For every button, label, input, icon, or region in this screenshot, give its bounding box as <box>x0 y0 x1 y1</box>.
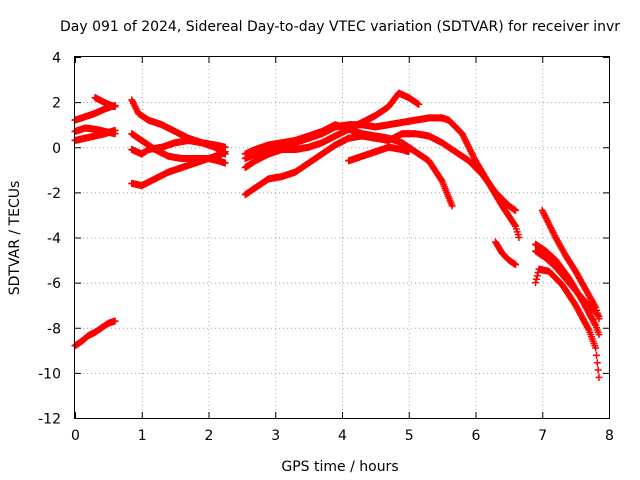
x-tick-label: 0 <box>71 428 80 444</box>
data-point <box>511 221 519 229</box>
data-point <box>111 317 119 325</box>
series-s01 <box>71 317 119 350</box>
data-point <box>592 344 600 352</box>
data-point <box>111 103 119 111</box>
data-point <box>448 202 456 210</box>
series-s18 <box>538 206 603 323</box>
data-point <box>595 312 603 320</box>
data-point <box>595 373 603 381</box>
data-point <box>594 311 602 319</box>
data-point <box>591 320 599 328</box>
series-s16 <box>532 265 603 381</box>
data-point <box>415 100 423 108</box>
y-axis-label: SDTVAR / TECUs <box>7 181 23 296</box>
data-point <box>437 176 445 184</box>
data-point <box>512 206 520 214</box>
data-point <box>533 272 541 280</box>
data-point <box>221 159 229 167</box>
series-s03 <box>91 94 119 111</box>
x-tick-label: 8 <box>605 428 614 444</box>
series-s08 <box>128 136 229 158</box>
x-tick-label: 2 <box>205 428 214 444</box>
axis-ticks <box>75 57 610 419</box>
y-tick-label: 4 <box>52 51 61 67</box>
x-tick-label: 1 <box>138 428 147 444</box>
y-tick-label: -10 <box>38 366 61 382</box>
data-points <box>71 89 603 381</box>
series-s19 <box>532 247 603 320</box>
series-s15 <box>492 238 520 269</box>
y-tick-label: -8 <box>47 321 61 337</box>
y-tick-label: -4 <box>47 231 61 247</box>
data-point <box>532 275 540 283</box>
data-point <box>595 331 603 339</box>
y-tick-label: -6 <box>47 276 61 292</box>
x-tick-label: 7 <box>538 428 547 444</box>
x-axis-label: GPS time / hours <box>281 459 398 475</box>
chart-title: Day 091 of 2024, Sidereal Day-to-day VTE… <box>60 19 620 35</box>
series-s05 <box>71 126 119 144</box>
x-tick-label: 6 <box>472 428 481 444</box>
series-s06 <box>128 96 229 158</box>
x-tick-label: 3 <box>271 428 280 444</box>
y-tick-label: -12 <box>38 412 61 428</box>
plot-frame <box>74 56 610 419</box>
data-point <box>532 279 540 287</box>
y-tick-label: -2 <box>47 186 61 202</box>
data-point <box>512 261 520 269</box>
series-s13 <box>241 114 523 241</box>
data-point <box>593 359 601 367</box>
y-tick-label: 0 <box>52 141 61 157</box>
data-point <box>594 366 602 374</box>
x-tick-label: 5 <box>405 428 414 444</box>
data-point <box>584 325 592 333</box>
series-s09 <box>128 148 229 190</box>
series-s02 <box>71 102 119 124</box>
data-point <box>111 126 119 134</box>
y-tick-label: 2 <box>52 96 61 112</box>
series-s14 <box>345 143 413 165</box>
data-point <box>515 234 523 241</box>
x-tick-label: 4 <box>338 428 347 444</box>
grid <box>75 57 609 418</box>
data-point <box>592 351 600 359</box>
data-point <box>405 148 413 156</box>
data-point <box>221 148 229 156</box>
